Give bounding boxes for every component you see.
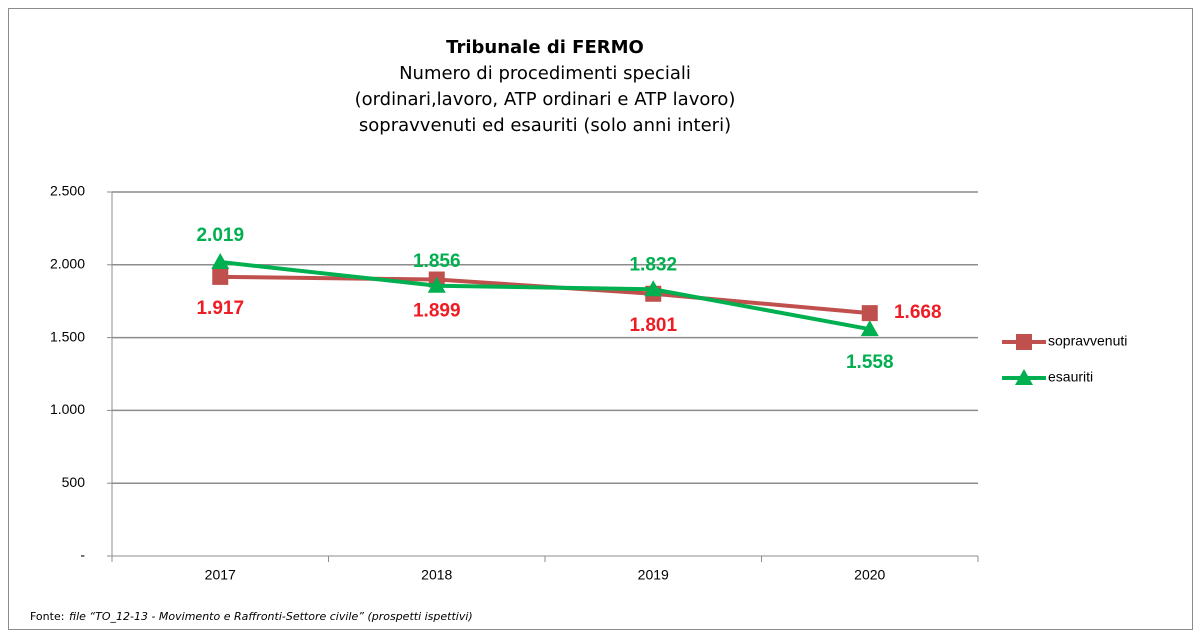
marker	[427, 276, 446, 293]
series-line	[220, 260, 871, 332]
data-label: 1.801	[629, 315, 677, 336]
source-label: Fonte:	[30, 610, 64, 623]
marker	[860, 320, 879, 337]
x-tick-label: 2018	[421, 567, 452, 583]
y-tick-label: 1.000	[50, 401, 85, 417]
data-label: 1.832	[629, 254, 677, 275]
x-tick-label: 2017	[205, 567, 236, 583]
chart-title: Tribunale di FERMO	[446, 37, 644, 58]
x-tick-label: 2019	[638, 567, 669, 583]
marker	[212, 268, 229, 285]
legend-marker	[1015, 369, 1033, 385]
y-tick-label: 1.500	[50, 328, 85, 344]
chart-subtitle: (ordinari,lavoro, ATP ordinari e ATP lav…	[355, 89, 736, 110]
marker	[644, 280, 663, 297]
data-label: 1.856	[413, 251, 461, 272]
legend-label: esauriti	[1048, 369, 1093, 385]
data-label: 1.558	[846, 352, 894, 373]
legend-marker	[1016, 334, 1032, 350]
chart-frame	[8, 8, 1193, 630]
data-label: 1.668	[894, 302, 942, 323]
legend-label: sopravvenuti	[1048, 333, 1127, 349]
chart-subtitle: Numero di procedimenti speciali	[399, 63, 691, 84]
data-label: 1.917	[196, 298, 244, 319]
y-tick-label: -	[80, 547, 85, 563]
data-label: 2.019	[196, 225, 244, 246]
marker	[861, 305, 878, 322]
chart-subtitle: sopravvenuti ed esauriti (solo anni inte…	[359, 115, 731, 136]
y-tick-label: 2.000	[50, 256, 85, 272]
source: file “TO_12-13 - Movimento e Raffronti-S…	[69, 610, 473, 623]
marker	[211, 253, 230, 270]
data-label: 1.899	[413, 301, 461, 322]
y-tick-label: 500	[62, 474, 86, 490]
x-tick-label: 2020	[854, 567, 885, 583]
y-tick-label: 2.500	[50, 183, 85, 199]
